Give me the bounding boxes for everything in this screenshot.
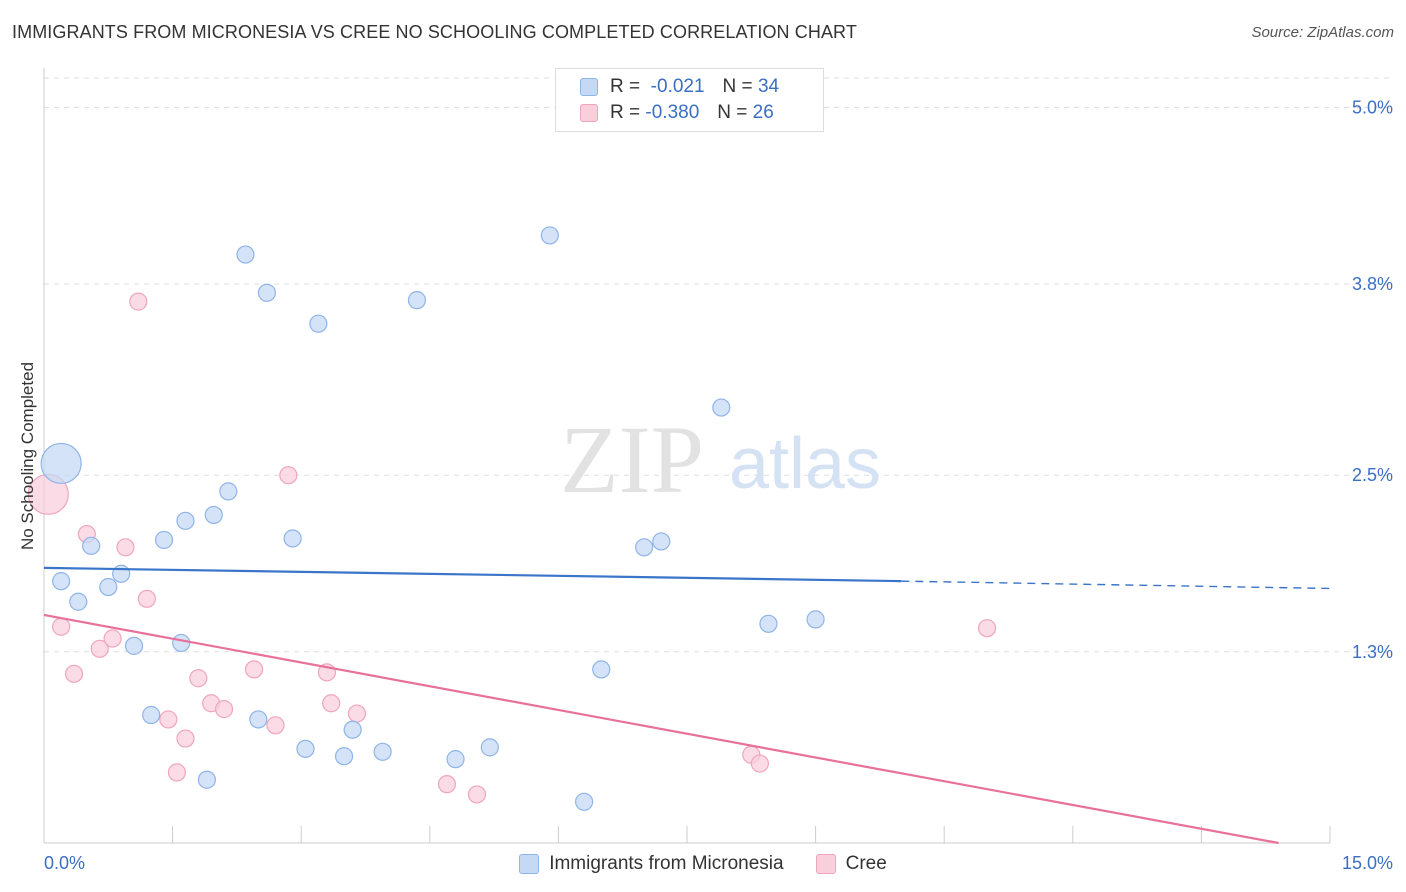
y-axis-label: No Schooling Completed xyxy=(18,361,37,551)
micronesia-point xyxy=(296,739,315,758)
x-tick-label: 15.0% xyxy=(1342,853,1393,873)
legend-r-label: R = xyxy=(610,102,641,123)
micronesia-point xyxy=(219,482,238,501)
series-legend-swatch-cree xyxy=(815,854,836,874)
micronesia-point xyxy=(176,511,195,530)
watermark-atlas: atlas xyxy=(729,424,881,504)
cree-point xyxy=(176,729,195,748)
y-tick-label: 1.3% xyxy=(1352,642,1393,662)
legend-r-label: R = xyxy=(610,76,641,97)
micronesia-point xyxy=(154,530,174,550)
micronesia-point xyxy=(712,398,731,417)
legend-row-cree: R = -0.380 N = 26 xyxy=(580,101,774,125)
cree-point xyxy=(322,694,341,713)
trend-lines xyxy=(43,566,1331,845)
micronesia-point xyxy=(446,750,465,769)
micronesia-point xyxy=(204,505,223,525)
micronesia-point xyxy=(82,536,101,555)
y-tick-label: 2.5% xyxy=(1352,465,1393,485)
micronesia-point xyxy=(407,291,427,310)
series-legend-label-micronesia: Immigrants from Micronesia xyxy=(549,853,784,874)
cree-point xyxy=(437,775,457,794)
micronesia-point xyxy=(99,577,118,597)
micronesia-point xyxy=(142,705,161,725)
micronesia-point xyxy=(635,538,654,557)
legend-r-value-micronesia: -0.021 xyxy=(650,76,705,97)
cree-point xyxy=(266,716,285,735)
micronesia-point xyxy=(112,564,131,583)
cree-point xyxy=(977,619,997,638)
cree-point xyxy=(467,785,487,804)
micronesia-point xyxy=(124,636,144,655)
legend-row-micronesia: R = -0.021 N = 34 xyxy=(580,75,779,99)
micronesia-point xyxy=(40,442,82,485)
watermark-zip: ZIP xyxy=(560,406,704,513)
cree-point xyxy=(129,292,148,311)
cree-point xyxy=(52,617,71,636)
cree-point xyxy=(189,669,208,688)
legend-n-value-micronesia: 34 xyxy=(757,76,780,97)
watermark: ZIP atlas xyxy=(560,406,881,513)
series-legend-item-cree[interactable]: Cree xyxy=(815,853,887,875)
micronesia-point xyxy=(172,633,191,653)
cree-point xyxy=(103,629,122,648)
series-micronesia-points xyxy=(40,226,825,811)
cree-point xyxy=(137,589,156,608)
cree-point xyxy=(167,763,186,782)
micronesia-point xyxy=(52,572,71,591)
trend-line-micronesia xyxy=(43,566,902,583)
series-legend: Immigrants from Micronesia Cree xyxy=(0,850,1406,878)
gridlines xyxy=(44,77,1394,653)
cree-point xyxy=(750,754,769,773)
micronesia-point xyxy=(197,770,216,789)
legend-n-label: N = xyxy=(722,76,753,97)
chart-source: Source: ZipAtlas.com xyxy=(1251,24,1394,41)
legend-swatch-micronesia xyxy=(580,78,598,96)
tick-labels: 1.3% 2.5% 3.8% 5.0% 0.0% 15.0% xyxy=(44,97,1393,873)
micronesia-point xyxy=(373,742,392,761)
cree-point xyxy=(279,466,298,485)
micronesia-point xyxy=(343,720,362,739)
micronesia-point xyxy=(249,710,268,729)
micronesia-point xyxy=(575,792,594,811)
correlation-legend: R = -0.021 N = 34 R = -0.380 N = 26 xyxy=(555,68,824,132)
micronesia-point xyxy=(309,314,328,333)
legend-n-label: N = xyxy=(717,102,748,123)
series-cree-points xyxy=(27,292,997,804)
trend-line-cree xyxy=(43,613,1279,845)
micronesia-point xyxy=(480,738,499,757)
trend-line-micronesia-extension xyxy=(901,580,1331,590)
cree-point xyxy=(347,704,367,723)
legend-r-value-cree: -0.380 xyxy=(645,102,700,123)
x-tick-label: 0.0% xyxy=(44,853,85,873)
y-tick-label: 3.8% xyxy=(1352,274,1393,294)
series-legend-label-cree: Cree xyxy=(845,853,887,874)
y-tick-label: 5.0% xyxy=(1352,97,1393,117)
micronesia-point xyxy=(652,532,671,551)
micronesia-point xyxy=(334,747,354,766)
cree-point xyxy=(64,664,84,683)
chart-title: IMMIGRANTS FROM MICRONESIA VS CREE NO SC… xyxy=(12,22,857,42)
cree-point xyxy=(244,660,264,679)
micronesia-point xyxy=(759,614,778,633)
micronesia-point xyxy=(592,660,611,679)
micronesia-point xyxy=(236,245,255,264)
micronesia-point xyxy=(540,226,559,245)
micronesia-point xyxy=(69,592,88,611)
cree-point xyxy=(116,538,135,557)
cree-point xyxy=(90,639,109,658)
micronesia-point xyxy=(283,529,302,548)
micronesia-point xyxy=(806,610,825,629)
series-legend-item-micronesia[interactable]: Immigrants from Micronesia xyxy=(519,853,784,875)
series-legend-swatch-micronesia xyxy=(519,854,540,874)
legend-n-value-cree: 26 xyxy=(752,102,774,123)
cree-point xyxy=(214,700,234,719)
cree-point xyxy=(159,710,178,729)
legend-swatch-cree xyxy=(580,104,598,122)
micronesia-point xyxy=(257,283,277,302)
